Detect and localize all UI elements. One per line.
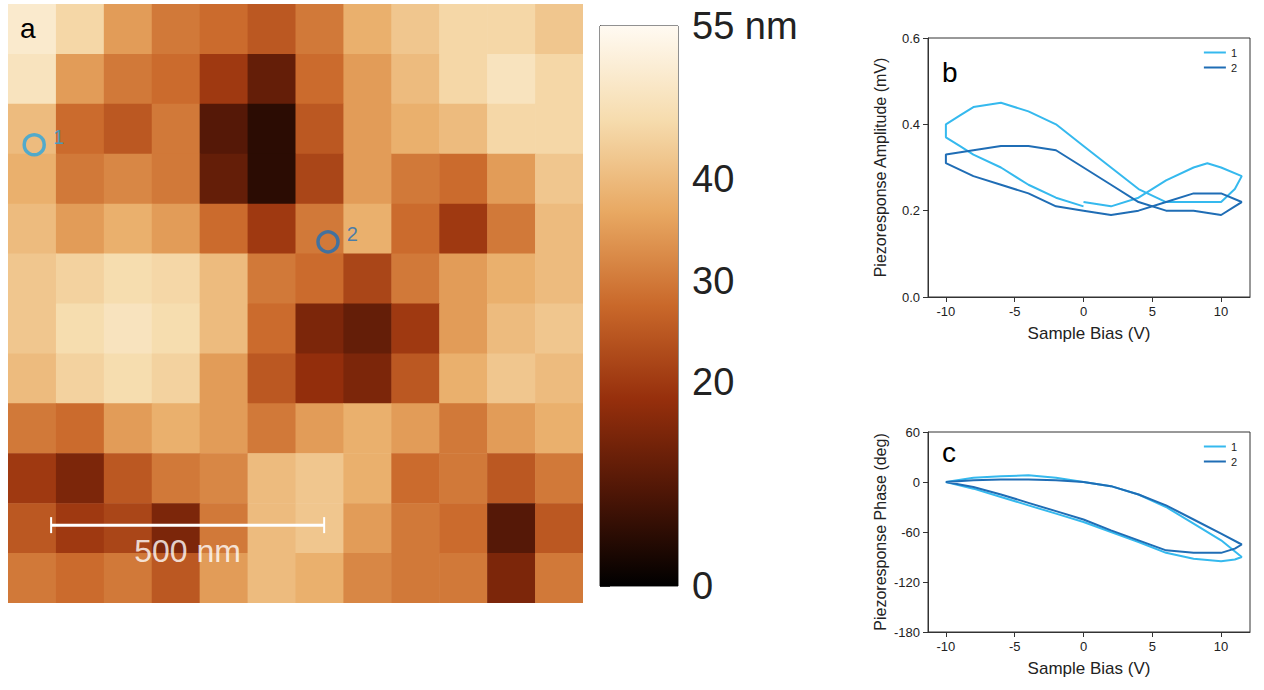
svg-text:Piezoresponse Amplitude (mV): Piezoresponse Amplitude (mV) xyxy=(872,58,889,278)
svg-text:2: 2 xyxy=(1231,456,1237,468)
svg-text:1: 1 xyxy=(53,126,64,148)
svg-text:0.2: 0.2 xyxy=(902,203,920,218)
svg-text:2: 2 xyxy=(347,223,358,245)
svg-text:Sample Bias (V): Sample Bias (V) xyxy=(1028,324,1151,343)
svg-text:a: a xyxy=(20,13,36,44)
svg-text:30: 30 xyxy=(692,260,734,302)
svg-text:10: 10 xyxy=(1214,304,1228,319)
svg-text:0: 0 xyxy=(692,565,713,607)
svg-text:0: 0 xyxy=(1080,304,1087,319)
svg-text:0.4: 0.4 xyxy=(902,117,920,132)
svg-text:500 nm: 500 nm xyxy=(134,533,241,569)
svg-text:-5: -5 xyxy=(1009,304,1021,319)
svg-text:0: 0 xyxy=(1080,639,1087,654)
svg-text:60: 60 xyxy=(906,425,920,440)
svg-text:-180: -180 xyxy=(894,625,920,640)
svg-text:5: 5 xyxy=(1149,304,1156,319)
svg-text:-60: -60 xyxy=(901,525,920,540)
svg-text:b: b xyxy=(942,57,958,88)
svg-text:0.0: 0.0 xyxy=(902,290,920,305)
svg-text:1: 1 xyxy=(1231,47,1237,59)
svg-text:c: c xyxy=(942,437,956,468)
svg-text:0: 0 xyxy=(913,475,920,490)
svg-text:-5: -5 xyxy=(1009,639,1021,654)
svg-text:Piezoresponse Phase (deg): Piezoresponse Phase (deg) xyxy=(872,433,889,630)
svg-text:0.6: 0.6 xyxy=(902,31,920,46)
svg-text:-10: -10 xyxy=(936,304,955,319)
svg-text:1: 1 xyxy=(1231,441,1237,453)
svg-text:5: 5 xyxy=(1149,639,1156,654)
svg-text:2: 2 xyxy=(1231,62,1237,74)
svg-text:-120: -120 xyxy=(894,575,920,590)
svg-text:55 nm: 55 nm xyxy=(692,5,798,47)
svg-text:20: 20 xyxy=(692,361,734,403)
svg-text:-10: -10 xyxy=(936,639,955,654)
svg-text:10: 10 xyxy=(1214,639,1228,654)
svg-text:Sample Bias (V): Sample Bias (V) xyxy=(1028,659,1151,678)
svg-text:40: 40 xyxy=(692,158,734,200)
